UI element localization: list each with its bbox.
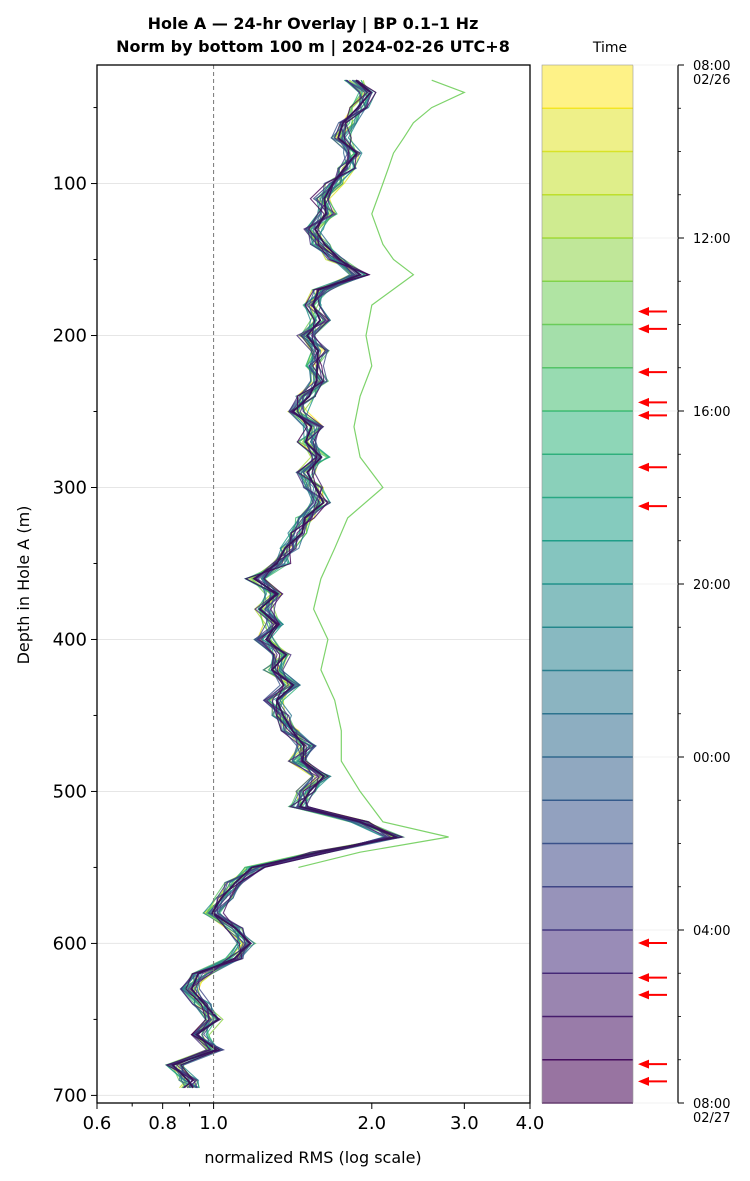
time-curve	[166, 79, 406, 1089]
arrow-marker-head	[638, 462, 649, 472]
colorbar-segment	[542, 540, 633, 584]
x-tick-label: 1.0	[199, 1113, 228, 1134]
time-tick-label: 08:00	[693, 1097, 730, 1112]
time-curve	[177, 80, 393, 1088]
colorbar-label: Time	[592, 40, 627, 56]
outlier-curve	[298, 79, 466, 868]
time-curve	[171, 79, 395, 1089]
colorbar-segment	[542, 454, 633, 498]
colorbar-segment	[542, 843, 633, 887]
colorbar-segment	[542, 627, 633, 671]
time-curve	[182, 79, 401, 1088]
time-curve	[175, 80, 401, 1089]
time-curve	[165, 79, 387, 1089]
colorbar-segment	[542, 973, 633, 1017]
date-tick-label: 02/27	[693, 1111, 730, 1126]
colorbar-segment	[542, 1016, 633, 1060]
y-tick-label: 500	[53, 781, 87, 802]
time-curve	[168, 79, 388, 1089]
colorbar-segment	[542, 800, 633, 844]
arrow-marker-head	[638, 973, 649, 983]
arrow-marker-head	[638, 324, 649, 334]
colorbar-segment	[542, 281, 633, 325]
time-tick-label: 16:00	[693, 405, 730, 420]
time-tick-label: 12:00	[693, 232, 730, 247]
time-curve	[164, 79, 400, 1089]
colorbar-segment	[542, 713, 633, 757]
arrow-marker-head	[638, 1076, 649, 1086]
colorbar-segment	[542, 367, 633, 411]
y-tick-label: 600	[53, 933, 87, 954]
colorbar-segment	[542, 324, 633, 368]
y-tick-label: 300	[53, 477, 87, 498]
colorbar-segment	[542, 930, 633, 974]
colorbar-segment	[542, 584, 633, 628]
x-tick-label: 3.0	[450, 1113, 479, 1134]
colorbar-segment	[542, 238, 633, 282]
arrow-marker-head	[638, 410, 649, 420]
time-curve	[176, 79, 392, 1089]
arrow-marker-head	[638, 397, 649, 407]
x-tick-label: 4.0	[516, 1113, 545, 1134]
colorbar-segment	[542, 194, 633, 238]
x-axis-label: normalized RMS (log scale)	[204, 1148, 421, 1167]
time-curve	[179, 79, 398, 1089]
time-curve	[165, 79, 388, 1089]
colorbar-segment	[542, 497, 633, 541]
colorbar-segment	[542, 757, 633, 801]
latest-curve	[171, 79, 400, 1089]
colorbar-segment	[542, 1059, 633, 1103]
arrow-marker-head	[638, 307, 649, 317]
x-tick-label: 2.0	[357, 1113, 386, 1134]
arrow-marker-head	[638, 1059, 649, 1069]
time-axis: 08:0002/2612:0016:0020:0000:0004:0008:00…	[633, 59, 730, 1126]
y-tick-label: 400	[53, 629, 87, 650]
colorbar-segment	[542, 65, 633, 109]
main-plot-area: 0.6 0.8 1.0 2.0 3.0 4.0 100 200 300 400 500 600 700	[53, 64, 545, 1134]
time-tick-label: 04:00	[693, 924, 730, 939]
arrow-marker-head	[638, 990, 649, 1000]
time-tick-label: 08:00	[693, 59, 730, 74]
time-curve	[166, 79, 403, 1089]
time-curve	[164, 79, 396, 1089]
colorbar-segment	[542, 151, 633, 195]
colorbar-segment	[542, 108, 633, 152]
date-tick-label: 02/26	[693, 73, 730, 88]
colorbar-segment	[542, 670, 633, 714]
y-tick-label: 700	[53, 1085, 87, 1106]
colorbar-segment	[542, 411, 633, 455]
time-curve	[171, 79, 391, 1088]
y-tick-label: 100	[53, 174, 87, 195]
chart-title-line1: Hole A — 24-hr Overlay | BP 0.1–1 Hz	[148, 14, 479, 34]
colorbar-segment	[542, 886, 633, 930]
arrow-marker-head	[638, 938, 649, 948]
time-curve	[176, 79, 401, 1089]
arrow-marker-head	[638, 367, 649, 377]
time-colorbar	[541, 64, 634, 1104]
y-axis-label: Depth in Hole A (m)	[14, 506, 33, 665]
y-tick-label: 200	[53, 326, 87, 347]
time-curve	[178, 79, 405, 1089]
time-curve	[180, 79, 386, 1088]
x-tick-label: 0.6	[83, 1113, 112, 1134]
time-curve	[180, 79, 389, 1089]
time-curve	[168, 79, 404, 1089]
time-curve	[165, 79, 405, 1089]
time-tick-label: 00:00	[693, 751, 730, 766]
chart-title-line2: Norm by bottom 100 m | 2024-02-26 UTC+8	[116, 37, 510, 57]
plot-frame	[96, 64, 531, 1104]
time-curve	[178, 79, 400, 1088]
arrow-marker-head	[638, 501, 649, 511]
time-curve	[170, 79, 403, 1089]
x-tick-label: 0.8	[148, 1113, 177, 1134]
time-tick-label: 20:00	[693, 578, 730, 593]
